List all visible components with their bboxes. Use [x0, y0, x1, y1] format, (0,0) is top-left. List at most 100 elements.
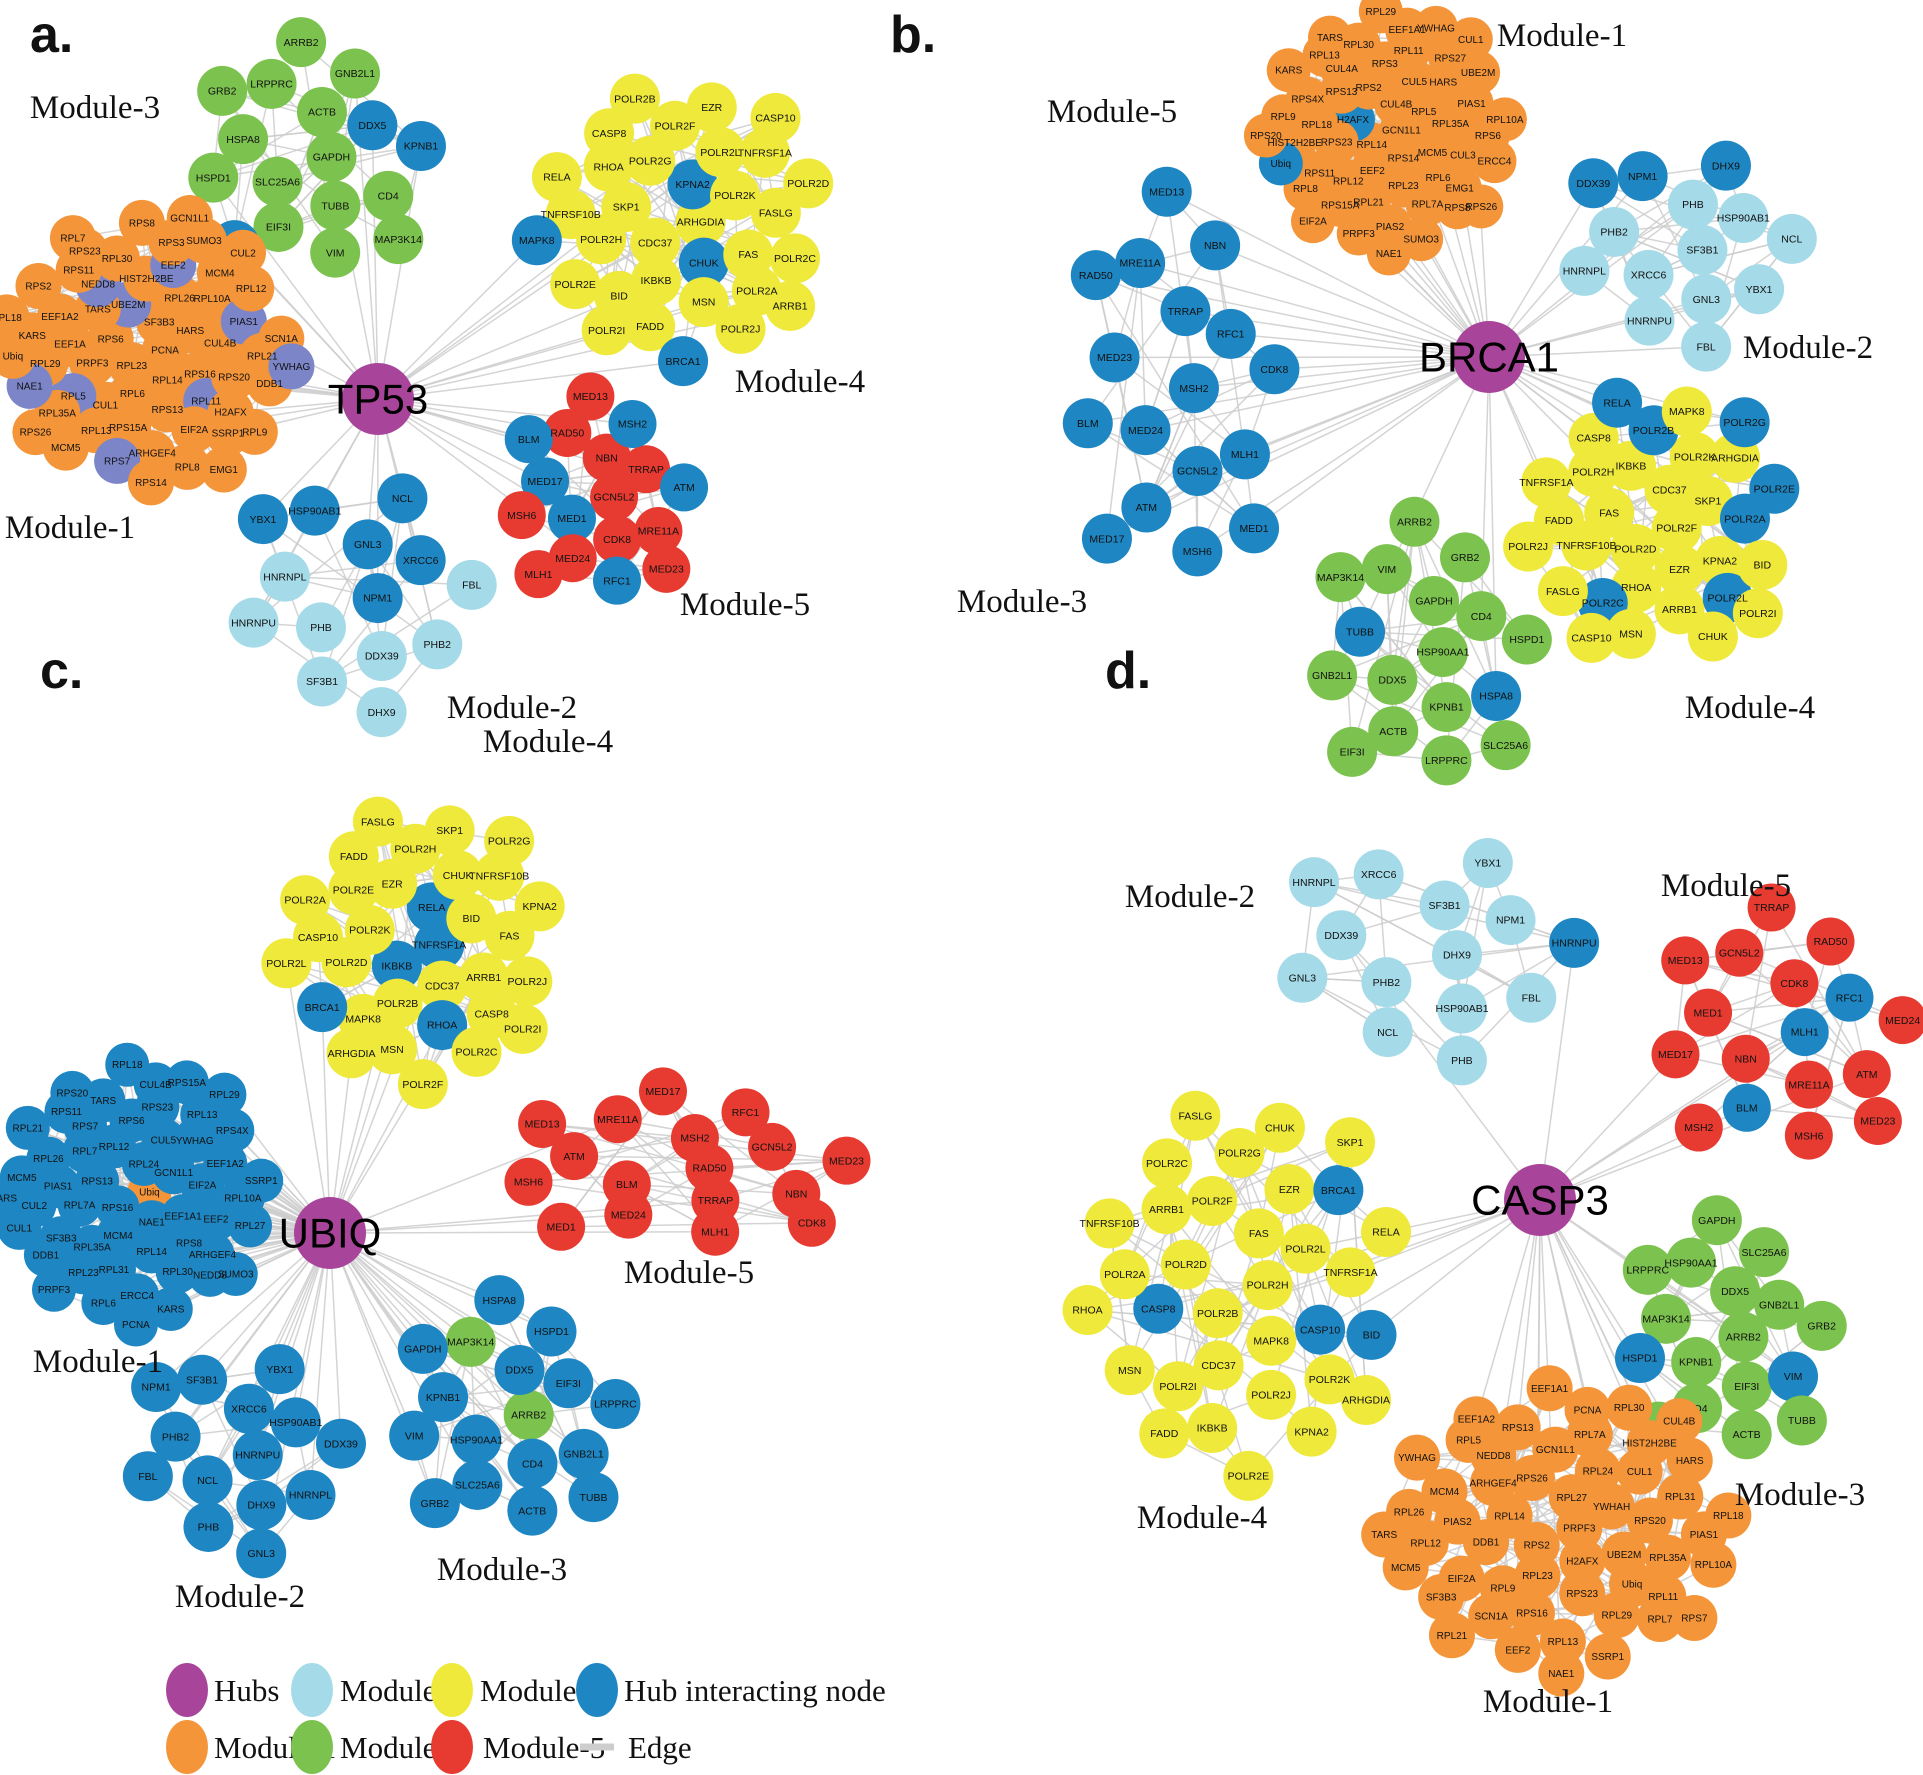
- network-node: [1681, 274, 1732, 325]
- network-node: [1417, 627, 1468, 678]
- network-node: [276, 17, 327, 68]
- network-node: [593, 1095, 642, 1144]
- hub-edge: [377, 239, 538, 400]
- network-node: [1718, 1312, 1769, 1363]
- network-node: [1624, 295, 1675, 346]
- network-node: [1187, 1175, 1238, 1226]
- cluster-d-module-1: PRPF3RPS2RPL27H2AFXRPL14YWHAHRPL23RPS26U…: [1361, 1365, 1752, 1697]
- network-node: [1494, 1626, 1541, 1673]
- network-node: [1290, 199, 1335, 244]
- edge: [1109, 1222, 1321, 1331]
- hub-label-a: TP53: [328, 376, 428, 423]
- hub-edge: [1145, 356, 1490, 431]
- network-node: [550, 1132, 599, 1181]
- legend-label: Hubs: [214, 1673, 279, 1708]
- network-node: [750, 187, 801, 238]
- network-node: [122, 1451, 173, 1502]
- panel-a: GAPDHSLC25A6ACTBTUBBHSPA8DDX5EIF3ILRPPRC…: [0, 6, 865, 738]
- edge: [528, 1181, 812, 1224]
- network-node: [1453, 1396, 1500, 1443]
- network-node: [765, 280, 816, 331]
- hub-edge: [377, 151, 721, 400]
- cluster-c-module-5: RAD50BLMMSH2TRRAPATMGCN5L2MED24MRE11ANBN…: [504, 1067, 871, 1256]
- network-node: [1506, 972, 1557, 1023]
- edge: [1087, 422, 1255, 529]
- legend: HubsModule-1Module-2Module-3Module-4Modu…: [166, 1663, 886, 1774]
- network-node: [658, 336, 709, 387]
- network-node: [424, 805, 475, 856]
- edge: [1106, 262, 1141, 539]
- hub-edge: [321, 1007, 331, 1234]
- network-node: [1674, 1103, 1723, 1152]
- module-label-a-module-1: Module-1: [5, 510, 135, 546]
- network-node: [1776, 1395, 1827, 1446]
- network-node: [521, 457, 570, 506]
- network-node: [395, 121, 446, 172]
- network-node: [213, 1252, 258, 1297]
- network-node: [1327, 726, 1378, 777]
- cluster-c-module-3: ARRB2HSP90AA1DDX5CD4KPNB1EIF3ISLC25A6MAP…: [389, 1275, 641, 1536]
- network-node: [568, 1472, 619, 1523]
- network-node: [678, 277, 729, 328]
- legend-swatch-module1: [166, 1720, 208, 1774]
- edge: [561, 1222, 812, 1228]
- network-node: [1254, 1102, 1305, 1153]
- network-node: [81, 1281, 126, 1326]
- network-node: [1448, 17, 1493, 62]
- network-node: [518, 1099, 567, 1148]
- network-node: [252, 156, 303, 207]
- module-label-b-module-3: Module-3: [957, 584, 1087, 620]
- network-node: [543, 408, 592, 457]
- network-node: [1367, 654, 1418, 705]
- network-node: [432, 850, 483, 901]
- network-node: [367, 1024, 418, 1075]
- network-node: [1246, 1369, 1297, 1420]
- edge: [1378, 873, 1575, 944]
- network-node: [203, 1141, 248, 1186]
- hub-edge: [329, 1231, 716, 1234]
- nodes-layer-d: DHX9PHB2SF3B1HSP90AB1DDX39NPM1NCLXRCC6FB…: [1062, 838, 1923, 1697]
- network-node: [1168, 363, 1219, 414]
- network-node: [239, 1158, 284, 1203]
- network-node: [395, 535, 446, 586]
- hub-edge: [1539, 1199, 1630, 1409]
- network-node: [1671, 1337, 1722, 1388]
- edge: [662, 1090, 797, 1195]
- network-node: [285, 1469, 336, 1520]
- network-node: [1667, 179, 1718, 230]
- module-label-c-module-1: Module-1: [33, 1344, 163, 1380]
- network-node: [0, 294, 30, 341]
- module-label-a-module-3: Module-3: [30, 90, 160, 126]
- legend-swatch-hubs: [166, 1663, 208, 1717]
- network-node: [474, 1275, 525, 1326]
- network-node: [1566, 612, 1617, 663]
- network-node: [1361, 957, 1412, 1008]
- network-node: [1754, 1279, 1805, 1330]
- hub-edge: [377, 360, 684, 400]
- network-node: [232, 1430, 283, 1481]
- network-node: [228, 265, 275, 312]
- network-node: [1521, 457, 1572, 508]
- network-node: [1538, 1650, 1585, 1697]
- network-node: [1549, 917, 1600, 968]
- network-node: [1768, 1351, 1819, 1402]
- network-node: [0, 1175, 26, 1220]
- network-node: [1099, 1249, 1150, 1300]
- edge: [381, 498, 404, 657]
- network-node: [1104, 1345, 1155, 1396]
- network-node: [328, 831, 379, 882]
- network-node: [1559, 245, 1610, 296]
- network-node: [715, 303, 766, 354]
- network-node: [1389, 496, 1440, 547]
- network-node: [183, 1501, 234, 1552]
- network-node: [1661, 386, 1712, 437]
- network-node: [1644, 1534, 1691, 1581]
- network-node: [1537, 566, 1588, 617]
- network-node: [1606, 1384, 1653, 1431]
- network-node: [497, 1003, 548, 1054]
- network-node: [590, 1379, 641, 1430]
- network-node: [347, 100, 398, 151]
- network-node: [397, 1323, 448, 1374]
- network-node: [1219, 429, 1270, 480]
